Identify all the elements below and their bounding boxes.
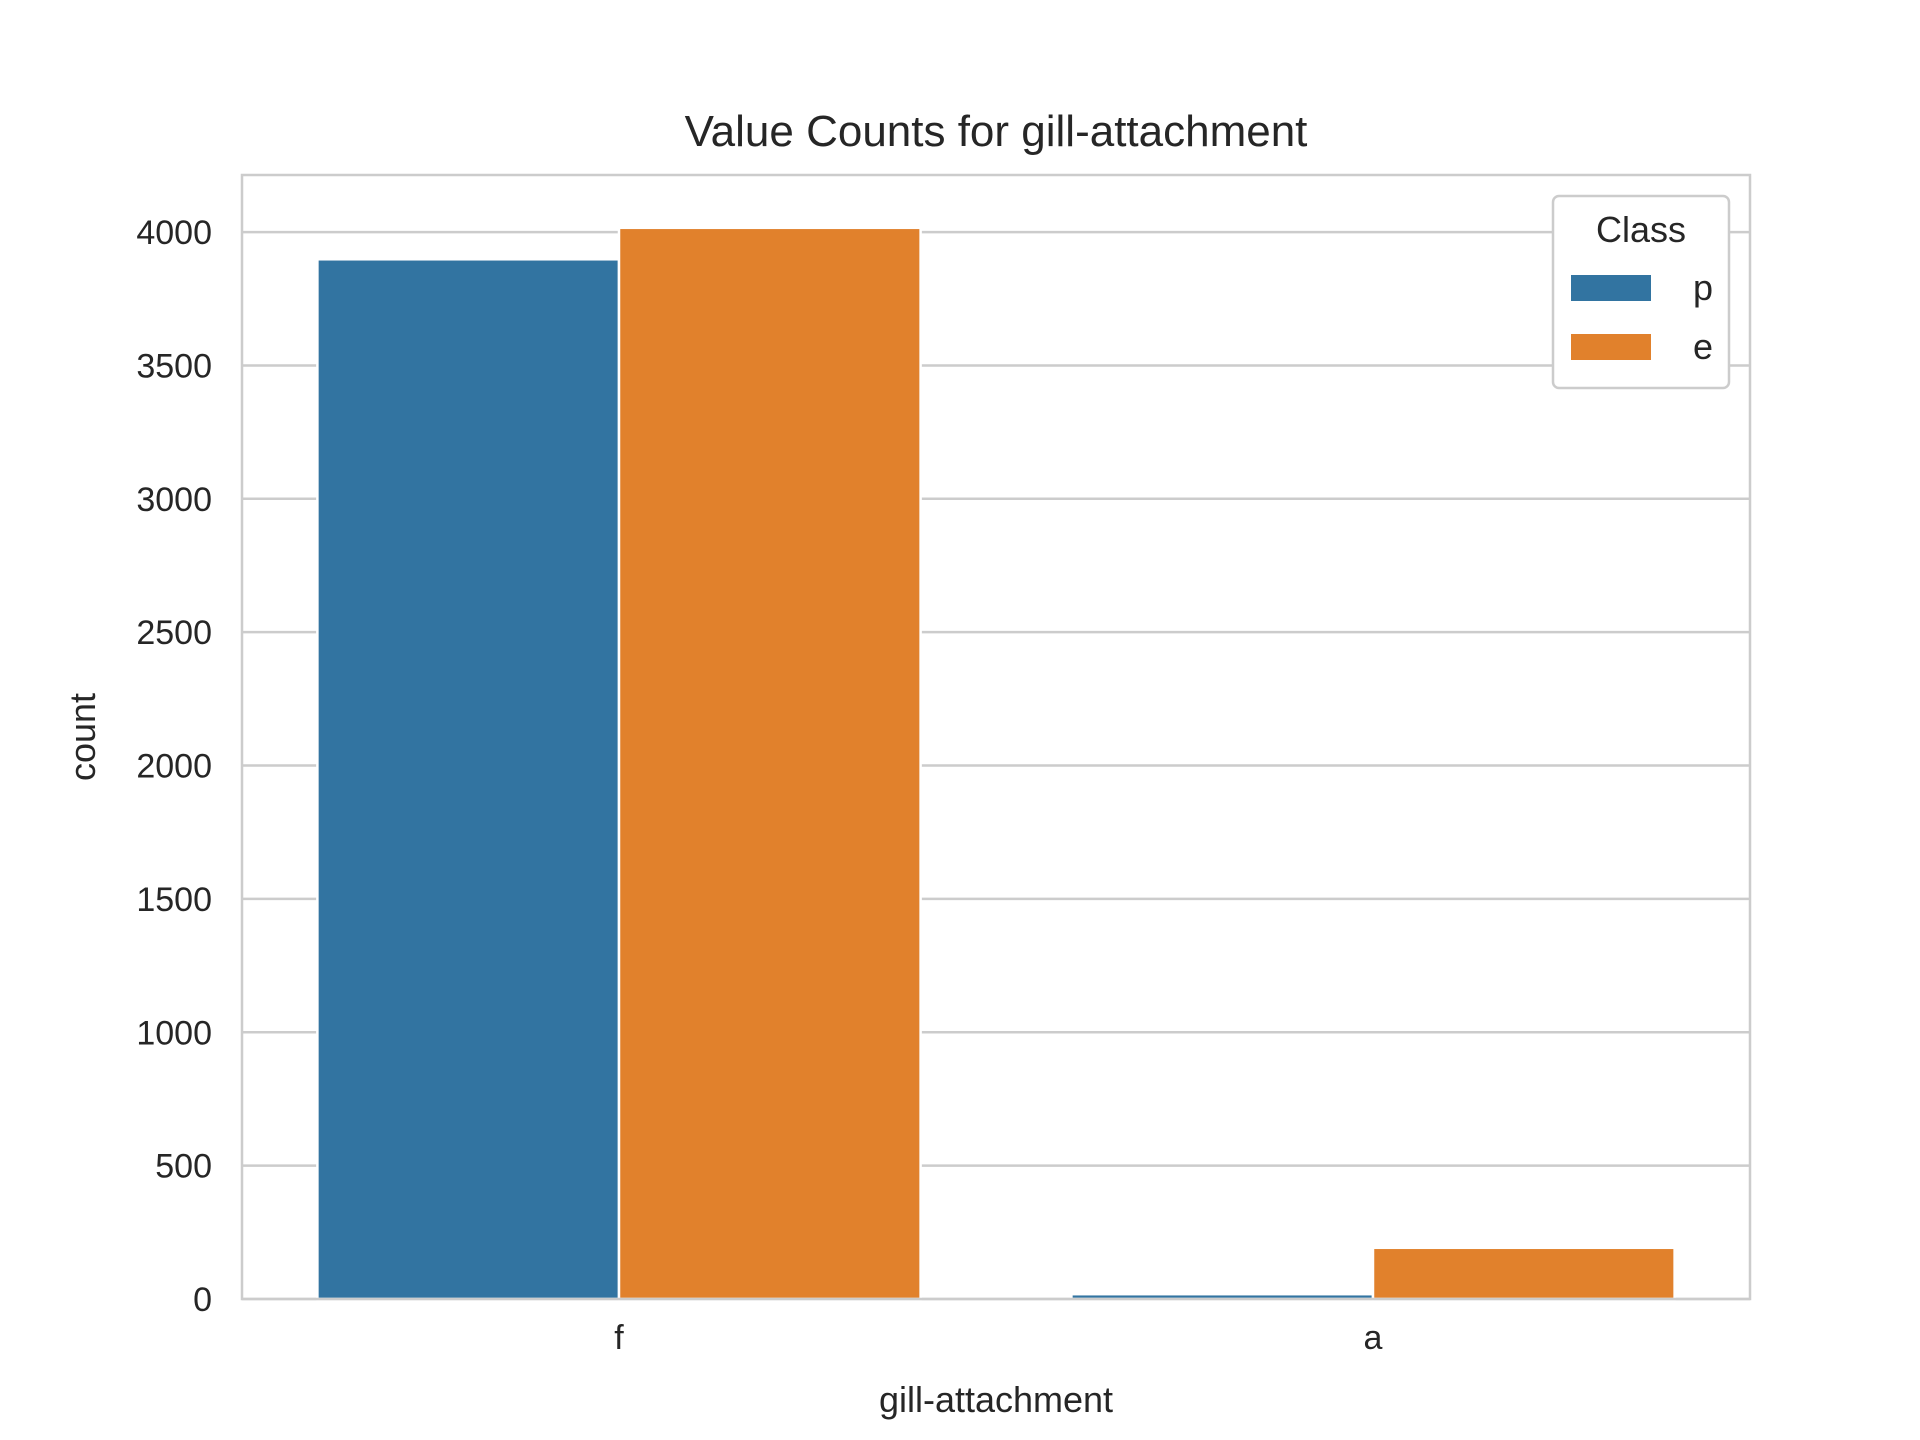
bar-a-e [1371, 1246, 1676, 1301]
y-tick-label: 1000 [136, 1014, 212, 1052]
y-tick-label: 2500 [136, 614, 212, 652]
legend-title: Class [1596, 209, 1686, 250]
y-axis-label: count [62, 693, 103, 781]
chart-title: Value Counts for gill-attachment [685, 107, 1308, 156]
legend-label-p: p [1693, 267, 1713, 308]
plot-frame [240, 173, 1752, 1301]
y-tick-label: 2000 [136, 748, 212, 786]
y-tick-label: 3500 [136, 347, 212, 385]
y-tick-label: 1500 [136, 881, 212, 919]
x-tick-label: a [1364, 1319, 1383, 1357]
x-tick-label: f [614, 1319, 624, 1357]
bars [316, 226, 1676, 1301]
legend-swatch-p [1571, 275, 1651, 301]
bar-f-p [316, 258, 621, 1301]
y-ticks: 0 500 1000 1500 2000 2500 3000 3500 4000 [136, 214, 212, 1319]
x-axis-label: gill-attachment [879, 1379, 1113, 1420]
y-tick-label: 0 [193, 1281, 212, 1319]
legend: Class pe [1551, 194, 1731, 390]
y-tick-label: 4000 [136, 214, 212, 252]
legend-swatch-e [1571, 334, 1651, 360]
legend-label-e: e [1693, 326, 1713, 367]
y-tick-label: 500 [155, 1148, 212, 1186]
y-tick-label: 3000 [136, 481, 212, 519]
bar-f-e [617, 226, 922, 1301]
